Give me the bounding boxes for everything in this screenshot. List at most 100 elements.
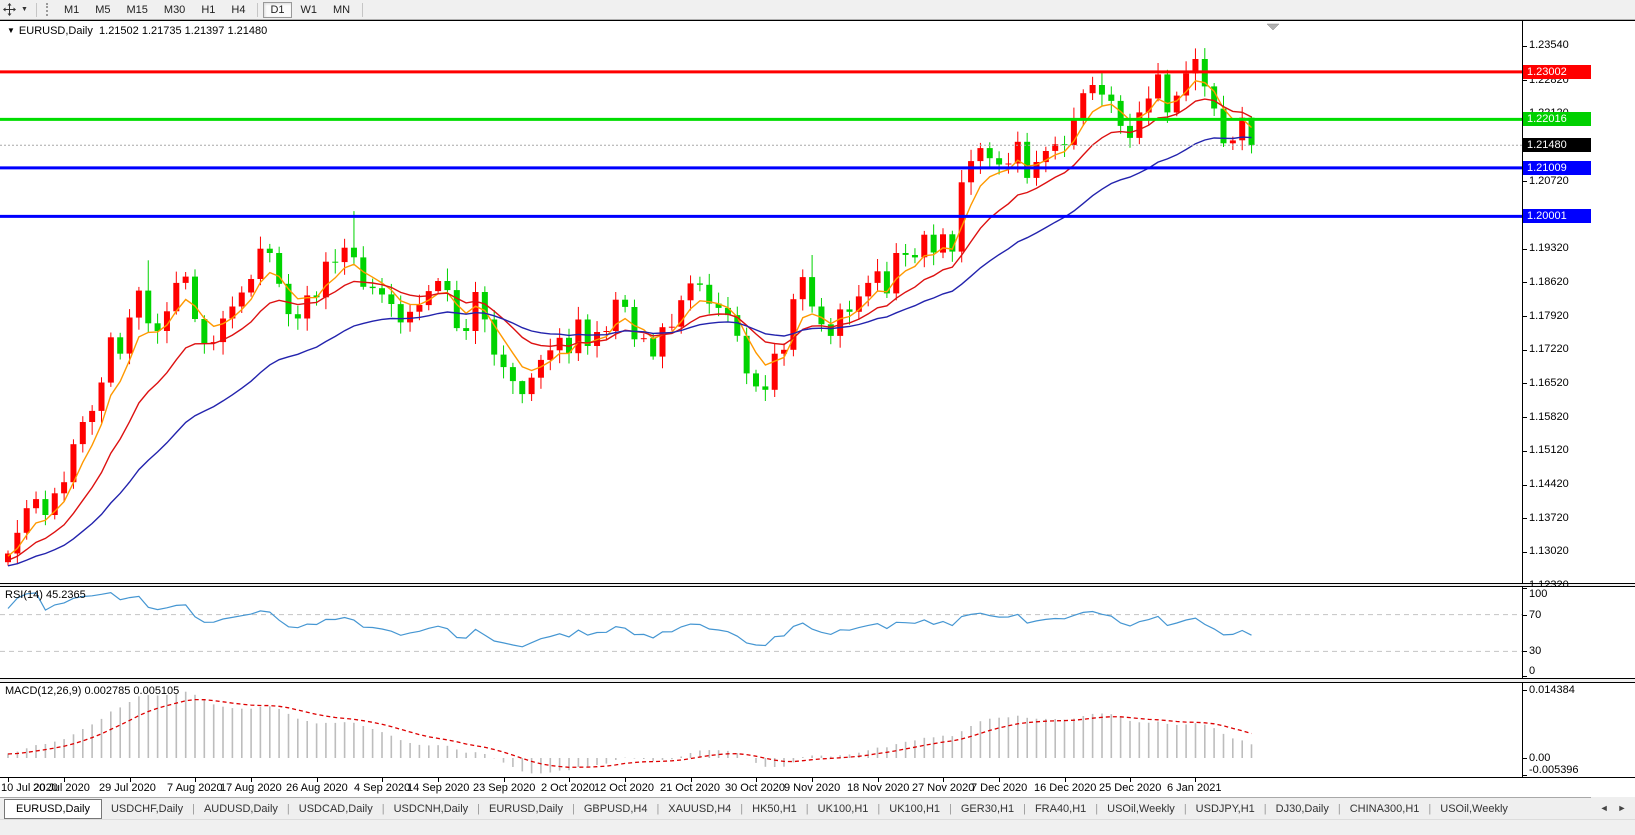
- tab-fra40-h1[interactable]: FRA40,H1: [1034, 803, 1087, 815]
- candle-body: [285, 283, 292, 315]
- date-tick: [130, 778, 131, 782]
- tab-separator: |: [1337, 803, 1341, 815]
- date-label: 14 Sep 2020: [407, 782, 470, 794]
- macd-axis-label: 0.00: [1529, 752, 1551, 764]
- price-badge: 1.21480: [1523, 138, 1591, 152]
- candle-body: [902, 253, 909, 255]
- toolbar-separator: [362, 2, 364, 17]
- price-tick-label: 1.15820: [1529, 411, 1569, 423]
- candle-body: [23, 508, 30, 533]
- timeframe-button-h4[interactable]: H4: [231, 3, 246, 16]
- tab-china300-h1[interactable]: CHINA300,H1: [1349, 803, 1420, 815]
- candle-body: [341, 247, 348, 263]
- timeframe-button-mn[interactable]: MN: [333, 3, 351, 16]
- tab-usoil-weekly[interactable]: USOil,Weekly: [1107, 803, 1175, 815]
- macd-canvas[interactable]: [0, 683, 1522, 777]
- candle-body: [612, 299, 619, 331]
- candle-body: [687, 283, 694, 301]
- candle-body: [70, 444, 77, 483]
- candle-body: [444, 281, 451, 291]
- candle-body: [117, 337, 124, 354]
- date-label: 20 Jul 2020: [33, 782, 90, 794]
- candle-body: [1164, 74, 1171, 113]
- rsi-canvas[interactable]: [0, 587, 1522, 678]
- candle-body: [575, 319, 582, 354]
- candle-body: [1005, 163, 1012, 165]
- rsi-level-label: 0: [1529, 665, 1536, 677]
- cursor-dropdown-icon[interactable]: ▼: [21, 6, 28, 13]
- timeframe-button-m15[interactable]: M15: [126, 3, 148, 16]
- tab-ger30-h1[interactable]: GER30,H1: [960, 803, 1015, 815]
- rsi-tick-dash: [1522, 676, 1527, 677]
- candle-body: [276, 253, 283, 284]
- candle-body: [304, 295, 311, 319]
- price-chart-canvas[interactable]: [0, 21, 1522, 583]
- tab-eurusd-daily[interactable]: EURUSD,Daily: [4, 799, 102, 819]
- date-axis[interactable]: 10 Jul 2020 20 Jul 2020 29 Jul 2020 7 Aug 2…: [0, 778, 1635, 797]
- candle-body: [977, 148, 984, 162]
- tab-scroll-left-icon[interactable]: ◄: [1599, 803, 1609, 813]
- candle-body: [996, 158, 1003, 165]
- price-tick-label: 1.19320: [1529, 242, 1569, 254]
- candle-body: [369, 286, 376, 289]
- candle-body: [1229, 140, 1236, 144]
- date-tick: [756, 778, 757, 782]
- macd-axis-border: [1522, 683, 1523, 777]
- tab-usdjpy-h1[interactable]: USDJPY,H1: [1195, 803, 1255, 815]
- timeframe-button-m5[interactable]: M5: [95, 3, 111, 16]
- candle-body: [61, 482, 68, 494]
- candle-body: [210, 342, 217, 344]
- price-tick-label: 1.15120: [1529, 444, 1569, 456]
- tab-uk100-h1[interactable]: UK100,H1: [817, 803, 869, 815]
- tab-hk50-h1[interactable]: HK50,H1: [752, 803, 797, 815]
- date-label: 21 Oct 2020: [660, 782, 720, 794]
- candle-body: [1117, 100, 1124, 126]
- date-label: 6 Jan 2021: [1167, 782, 1222, 794]
- price-tick-label: 1.13720: [1529, 512, 1569, 524]
- tab-uk100-h1[interactable]: UK100,H1: [889, 803, 941, 815]
- tab-usoil-weekly[interactable]: USOil,Weekly: [1440, 803, 1508, 815]
- tab-usdcnh-daily[interactable]: USDCNH,Daily: [393, 803, 469, 815]
- timeframe-button-m30[interactable]: M30: [163, 3, 186, 16]
- candle-body: [921, 234, 928, 258]
- candle-body: [734, 315, 741, 336]
- candle-body: [238, 292, 245, 307]
- tab-gbpusd-h4[interactable]: GBPUSD,H4: [583, 803, 648, 815]
- tab-eurusd-daily[interactable]: EURUSD,Daily: [489, 803, 563, 815]
- candle-body: [519, 381, 526, 395]
- timeframe-buttons: M1 M5 M15 M30 H1 H4 D1 W1 MN: [56, 1, 367, 18]
- date-tick: [1065, 778, 1066, 782]
- tab-separator: |: [1183, 803, 1187, 815]
- tab-separator: |: [286, 803, 290, 815]
- timeframe-button-m1[interactable]: M1: [63, 3, 80, 16]
- rsi-line: [7, 591, 1252, 648]
- toolbar-grip[interactable]: [45, 3, 51, 16]
- candle-body: [1192, 59, 1199, 74]
- price-tick-dash: [1522, 80, 1527, 81]
- tab-xauusd-h4[interactable]: XAUUSD,H4: [668, 803, 732, 815]
- price-badge: 1.22016: [1523, 112, 1591, 126]
- price-tick-label: 1.20720: [1529, 175, 1569, 187]
- tab-usdchf-daily[interactable]: USDCHF,Daily: [110, 803, 184, 815]
- tab-usdcad-daily[interactable]: USDCAD,Daily: [298, 803, 373, 815]
- tab-separator: |: [1263, 803, 1267, 815]
- candle-body: [584, 319, 591, 346]
- timeframe-button-w1[interactable]: W1: [300, 3, 318, 16]
- candle-body: [706, 284, 713, 304]
- rsi-label: RSI(14) 45.2365: [5, 589, 86, 601]
- date-label: 2 Oct 2020: [541, 782, 595, 794]
- timeframe-button-d1[interactable]: D1: [263, 1, 292, 18]
- date-tick: [317, 778, 318, 782]
- crosshair-cursor-icon[interactable]: [1, 2, 17, 17]
- chart-shift-triangle-icon[interactable]: [1266, 23, 1280, 31]
- candle-body: [107, 337, 114, 383]
- tab-dj30-daily[interactable]: DJ30,Daily: [1275, 803, 1329, 815]
- candle-body: [135, 290, 142, 318]
- tab-scroll-right-icon[interactable]: ►: [1617, 803, 1627, 813]
- candle-body: [425, 291, 432, 306]
- candle-body: [491, 319, 498, 355]
- candle-body: [724, 307, 731, 316]
- tab-audusd-daily[interactable]: AUDUSD,Daily: [203, 803, 278, 815]
- timeframe-button-h1[interactable]: H1: [201, 3, 216, 16]
- collapse-triangle-icon[interactable]: ▼: [7, 26, 15, 35]
